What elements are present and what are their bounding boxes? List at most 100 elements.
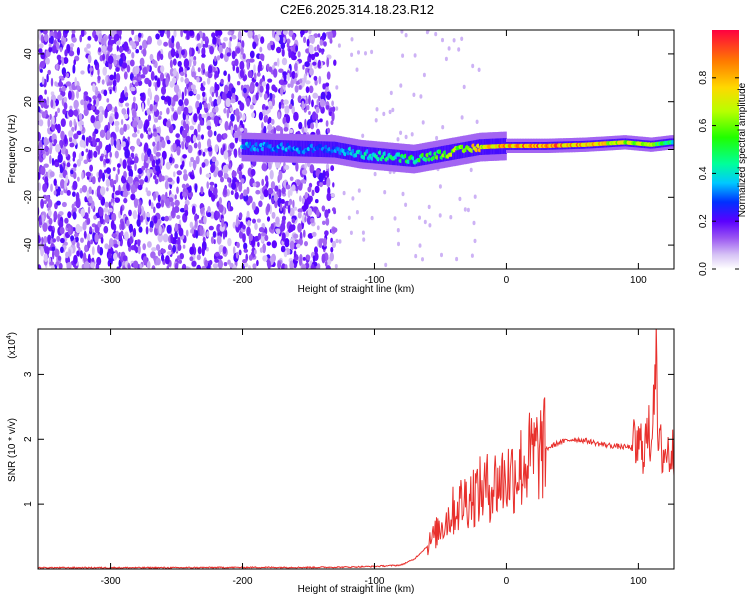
spectrogram-cell xyxy=(311,189,315,197)
spectrogram-cell xyxy=(458,196,462,202)
spectrogram-cell xyxy=(447,46,451,51)
spectrogram-cell xyxy=(384,148,387,165)
spectrogram-cell xyxy=(157,39,162,46)
spectrogram-cell xyxy=(150,251,156,259)
spectrogram-cell xyxy=(113,34,118,43)
spectrogram-cell xyxy=(174,262,179,269)
spectrogram-cell xyxy=(223,187,227,196)
spectrogram-cell xyxy=(87,206,91,215)
spectrogram-cell xyxy=(670,140,674,145)
spectrogram-cell xyxy=(79,34,82,43)
spectrogram-cell xyxy=(202,151,206,157)
spectrogram-cell xyxy=(201,47,205,56)
y-tick-label: 1 xyxy=(23,501,34,507)
spectrogram-cell xyxy=(216,97,221,106)
spectrogram-cell xyxy=(67,226,72,236)
spectrogram-cell xyxy=(137,119,143,129)
spectrogram-cell xyxy=(258,111,263,121)
spectrogram-cell xyxy=(229,142,235,149)
spectrogram-cell xyxy=(212,36,217,45)
spectrogram-cell xyxy=(438,184,442,189)
spectrogram-cell xyxy=(165,161,171,170)
spectrogram-cell xyxy=(121,176,126,184)
spectrogram-cell xyxy=(249,139,252,156)
spectrogram-cell xyxy=(149,220,154,229)
spectrogram-cell xyxy=(275,228,281,235)
spectrogram-cell xyxy=(81,151,84,157)
spectrogram-cell xyxy=(460,142,463,159)
spectrogram-cell xyxy=(310,53,316,61)
spectrogram-cell xyxy=(130,184,136,195)
spectrogram-cell xyxy=(150,202,154,210)
spectrogram-cell xyxy=(142,243,146,251)
spectrogram-cell xyxy=(306,215,312,225)
spectrogram-cell xyxy=(51,157,55,166)
spectrogram-cell xyxy=(131,30,135,36)
spectrogram-cell xyxy=(113,179,117,185)
spectrogram-cell xyxy=(184,86,187,97)
spectrogram-cell xyxy=(61,201,67,208)
spectrogram-cell xyxy=(50,77,54,87)
spectrogram-cell xyxy=(89,226,92,233)
spectrogram-cell xyxy=(347,215,351,220)
spectrogram-cell xyxy=(278,68,284,73)
spectrogram-cell xyxy=(114,197,121,204)
snr-y-label: SNR (10 * v/v) xyxy=(7,418,18,482)
spectrogram-cell xyxy=(250,168,256,177)
spectrogram-cell xyxy=(188,59,192,68)
spectrogram-cell xyxy=(235,218,239,228)
spectrogram-cell xyxy=(68,50,75,57)
spectrogram-cell xyxy=(190,174,195,180)
spectrogram-cell xyxy=(136,138,141,146)
spectrogram-cell xyxy=(308,44,314,55)
spectrogram-cell xyxy=(159,111,163,116)
spectrogram-cell xyxy=(101,110,105,115)
spectrogram-cell xyxy=(236,47,241,54)
spectrogram-cell xyxy=(233,124,238,132)
spectrogram-cell xyxy=(361,133,365,138)
spectrogram-cell xyxy=(93,150,98,158)
spectrogram-cell xyxy=(142,256,148,264)
spectrogram-cell xyxy=(267,124,273,131)
spectrogram-cell xyxy=(55,144,61,153)
spectrogram-cell xyxy=(361,146,365,163)
spectrogram-cell xyxy=(207,147,213,152)
spectrogram-cell xyxy=(276,46,282,54)
spectrogram-cell xyxy=(414,151,417,167)
spectrogram-cell xyxy=(38,131,41,142)
spectrogram-cell xyxy=(122,159,127,170)
spectrogram-cell xyxy=(438,213,442,218)
spectrogram-cell xyxy=(232,246,236,255)
spectrogram-cell xyxy=(76,242,80,249)
spectrogram-cell xyxy=(460,36,464,41)
spectrogram-cell xyxy=(39,218,43,226)
spectrogram-cell xyxy=(218,247,222,255)
spectrogram-cell xyxy=(246,97,251,107)
spectrogram-cell xyxy=(441,125,445,130)
y-tick-label: 40 xyxy=(23,48,34,60)
spectrogram-cell xyxy=(324,230,329,236)
spectrogram-cell xyxy=(247,70,253,78)
spectrogram-cell xyxy=(73,167,77,172)
spectrogram-cell xyxy=(48,46,53,53)
spectrogram-cell xyxy=(389,90,393,96)
spectrogram-cell xyxy=(109,151,112,158)
spectrogram-cell xyxy=(201,63,205,71)
spectrogram-cell xyxy=(174,231,178,239)
spectrogram-cell xyxy=(393,216,397,221)
spectrogram-cell xyxy=(172,58,177,66)
spectrogram-cell xyxy=(307,186,312,193)
spectrogram-cell xyxy=(272,97,275,107)
spectrogram-cell xyxy=(325,105,330,110)
spectrogram-cell xyxy=(69,105,73,110)
spectrogram-cell xyxy=(169,80,175,88)
spectrogram-cell xyxy=(217,170,223,178)
spectrogram-cell xyxy=(235,108,240,117)
spectrogram-cell xyxy=(216,235,222,245)
spectrogram-cell xyxy=(76,158,82,167)
spectrogram-cell xyxy=(260,194,265,200)
spectrogram-marks xyxy=(38,30,674,269)
spectrogram-cell xyxy=(120,92,124,102)
spectrogram-cell xyxy=(412,92,416,98)
spectrogram-cell xyxy=(357,50,360,55)
